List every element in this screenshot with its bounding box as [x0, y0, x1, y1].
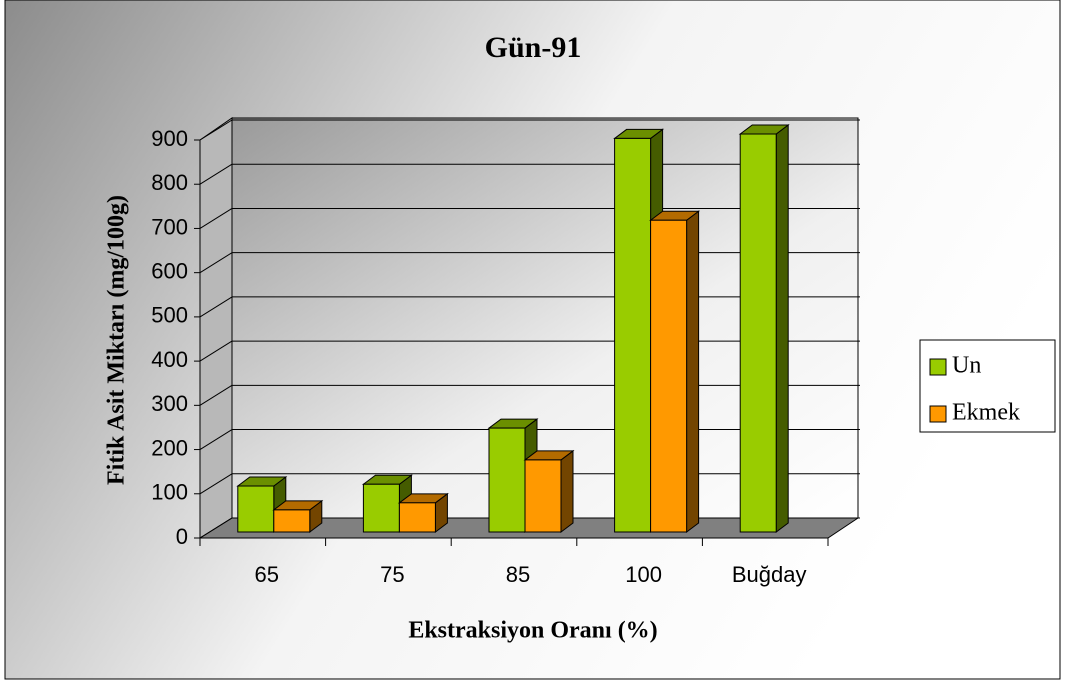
y-axis-label: Fitik Asit Miktarı (mg/100g) — [104, 195, 130, 485]
x-tick-label: 85 — [506, 562, 530, 587]
y-tick-label: 700 — [151, 214, 188, 239]
bar-side — [686, 210, 700, 533]
y-tick-label: 400 — [151, 347, 188, 372]
grid-line — [199, 252, 233, 274]
y-tick-label: 0 — [176, 524, 188, 549]
x-tick-label: 75 — [380, 562, 404, 587]
y-tick-label: 200 — [151, 435, 188, 460]
bar — [362, 483, 400, 533]
bar-side — [775, 124, 789, 533]
legend-swatch — [929, 405, 947, 423]
grid-line — [199, 119, 233, 141]
bar — [614, 137, 652, 533]
x-tick-label: 65 — [255, 562, 279, 587]
y-tick-label: 900 — [151, 126, 188, 151]
grid-line — [199, 208, 233, 229]
y-tick-label: 500 — [151, 303, 188, 328]
grid-line — [199, 517, 233, 539]
bar-side — [560, 449, 574, 533]
y-tick-label: 600 — [151, 258, 188, 283]
x-axis-label: Ekstraksiyon Oranı (%) — [408, 618, 657, 644]
grid-line — [199, 296, 233, 318]
legend-swatch — [929, 358, 947, 376]
grid-line — [199, 340, 233, 362]
bar — [237, 485, 275, 533]
bar — [650, 219, 688, 533]
y-tick-label: 300 — [151, 391, 188, 416]
bar — [524, 459, 562, 533]
x-tick-label: Buğday — [732, 562, 807, 587]
chart-title: Gün-91 — [485, 31, 582, 64]
bar — [398, 502, 436, 533]
grid-line — [199, 473, 233, 495]
y-tick-label: 800 — [151, 170, 188, 195]
legend-label: Un — [952, 353, 981, 379]
bar — [739, 133, 777, 533]
x-tick-label: 100 — [625, 562, 662, 587]
grid-line — [199, 163, 233, 185]
grid-line — [199, 429, 233, 450]
bar — [273, 509, 311, 533]
bar — [488, 427, 526, 533]
y-tick-label: 100 — [151, 480, 188, 505]
legend-label: Ekmek — [952, 400, 1020, 426]
grid-line — [199, 384, 233, 406]
